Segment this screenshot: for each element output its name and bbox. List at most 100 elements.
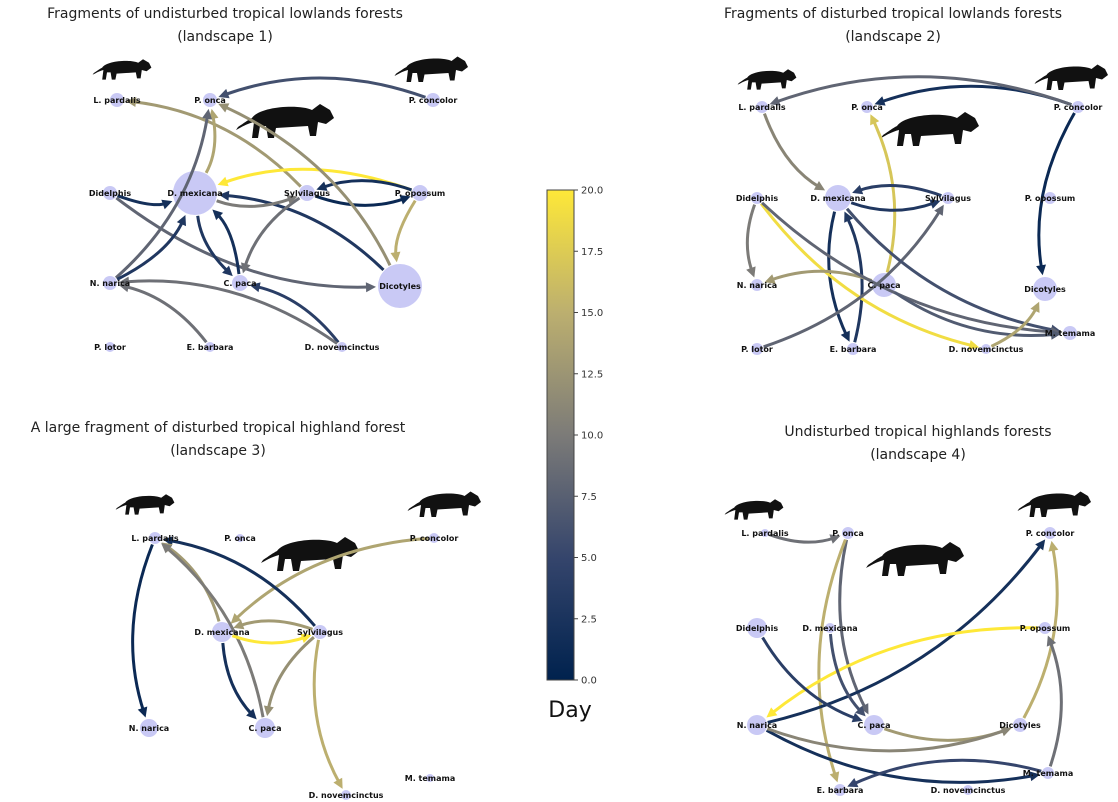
node-label: D. novemcinctus	[949, 345, 1024, 354]
animal-silhouette	[1035, 65, 1109, 91]
edge	[870, 114, 895, 272]
node-label: Sylvilagus	[284, 189, 330, 198]
node-label: L. pardalis	[93, 96, 141, 105]
edge	[761, 204, 979, 350]
edge	[117, 215, 186, 279]
edge	[766, 628, 1038, 718]
animal-silhouette	[1018, 492, 1092, 518]
colorbar-tick-label: 0.0	[581, 676, 597, 687]
edge	[218, 169, 412, 190]
node-label: P. opossum	[1025, 194, 1076, 203]
node-label: M. temama	[1023, 769, 1074, 778]
colorbar-tick-label: 20.0	[581, 186, 603, 197]
node-label: Didelphis	[736, 624, 778, 633]
node-label: D. mexicana	[167, 189, 222, 198]
node-label: Didelphis	[89, 189, 131, 198]
node-label: L. pardalis	[131, 534, 179, 543]
panel-title: (landscape 3)	[170, 443, 266, 459]
node-label: E. barbara	[187, 343, 234, 352]
colorbar-tick-label: 2.5	[581, 614, 597, 625]
animal-silhouette	[93, 59, 152, 79]
node-label: M. temama	[405, 774, 456, 783]
node-label: P. concolor	[410, 534, 459, 543]
node-label: P. concolor	[1026, 529, 1075, 538]
node-label: Dicotyles	[999, 721, 1041, 730]
node-label: M. temama	[1045, 329, 1096, 338]
node-label: N. narica	[737, 721, 777, 730]
colorbar-label: Day	[548, 698, 591, 723]
node-label: N. narica	[737, 281, 777, 290]
animal-silhouette	[881, 112, 979, 146]
node-label: Dicotyles	[379, 282, 421, 291]
node-label: L. pardalis	[738, 103, 786, 112]
node-label: D. mexicana	[194, 628, 249, 637]
node-label: C. paca	[224, 279, 257, 288]
node-label: C. paca	[858, 721, 891, 730]
figure: Fragments of undisturbed tropical lowlan…	[0, 0, 1118, 802]
edge	[746, 205, 755, 278]
node-label: C. paca	[249, 724, 282, 733]
node-label: C. paca	[868, 281, 901, 290]
node-label: P. onca	[224, 534, 256, 543]
edge	[223, 643, 257, 719]
animal-silhouette	[738, 69, 797, 89]
panel-title: Fragments of disturbed tropical lowlands…	[724, 6, 1062, 22]
node-label: D. novemcinctus	[931, 786, 1006, 795]
panel-title: (landscape 1)	[177, 29, 273, 45]
edge	[314, 640, 342, 789]
node-label: D. novemcinctus	[305, 343, 380, 352]
animal-silhouette	[395, 57, 469, 83]
animal-silhouette	[725, 499, 784, 519]
edge	[830, 634, 865, 716]
node-label: E. barbara	[830, 345, 877, 354]
node-label: P. onca	[851, 103, 883, 112]
node-label: Sylvilagus	[925, 194, 971, 203]
edge	[895, 292, 1061, 339]
edge	[764, 114, 825, 191]
node-label: P. lotor	[94, 343, 126, 352]
edge	[219, 191, 384, 270]
node-label: Sylvilagus	[297, 628, 343, 637]
node-label: N. narica	[129, 724, 169, 733]
animal-silhouette	[116, 494, 175, 514]
node-label: D. mexicana	[810, 194, 865, 203]
colorbar-tick-label: 5.0	[581, 553, 597, 564]
node-label: P. concolor	[1054, 103, 1103, 112]
page: Fragments of undisturbed tropical lowlan…	[0, 0, 1118, 802]
edge	[218, 103, 390, 265]
panel-title: Undisturbed tropical highlands forests	[784, 424, 1051, 440]
edge	[133, 545, 153, 718]
colorbar-tick-label: 7.5	[581, 492, 597, 503]
node-label: P. onca	[832, 529, 864, 538]
panel-title: A large fragment of disturbed tropical h…	[31, 420, 406, 436]
node-label: L. pardalis	[741, 529, 789, 538]
node-label: D. mexicana	[802, 624, 857, 633]
colorbar-tick-label: 12.5	[581, 369, 603, 380]
edge	[162, 543, 219, 622]
edge	[198, 216, 233, 276]
edge	[264, 637, 314, 716]
colorbar	[547, 190, 574, 680]
edge	[119, 282, 207, 342]
colorbar-tick-label: 17.5	[581, 247, 603, 258]
edge	[218, 78, 425, 98]
node-label: N. narica	[90, 279, 130, 288]
node-label: D. novemcinctus	[309, 791, 384, 800]
animal-silhouette	[866, 542, 964, 576]
node-label: P. lotor	[741, 345, 773, 354]
node-label: P. opossum	[1020, 624, 1071, 633]
edge	[767, 730, 1041, 782]
edge	[391, 201, 416, 263]
node-label: Dicotyles	[1024, 285, 1066, 294]
panel-title: Fragments of undisturbed tropical lowlan…	[47, 6, 403, 22]
node-label: P. concolor	[409, 96, 458, 105]
colorbar-tick-label: 10.0	[581, 431, 603, 442]
node-label: E. barbara	[817, 786, 864, 795]
node-label: P. onca	[194, 96, 226, 105]
node-label: P. opossum	[395, 189, 446, 198]
colorbar-tick-label: 15.0	[581, 308, 603, 319]
panel-title: (landscape 4)	[870, 447, 966, 463]
node-label: Didelphis	[736, 194, 778, 203]
edge	[250, 282, 339, 342]
animal-silhouette	[408, 492, 482, 518]
